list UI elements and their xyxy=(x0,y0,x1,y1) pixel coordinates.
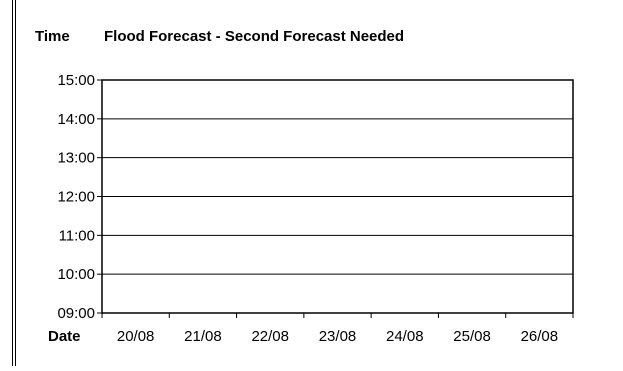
x-tick-labels: 20/08 21/08 22/08 23/08 24/08 25/08 26/08 xyxy=(101,313,574,345)
chart-title: Flood Forecast - Second Forecast Needed xyxy=(104,28,404,45)
plot-area xyxy=(101,79,574,314)
grid-lines xyxy=(102,118,573,275)
y-tick-label: 09:00 xyxy=(57,305,95,322)
y-tick-label: 12:00 xyxy=(57,189,95,206)
x-tick-label: 21/08 xyxy=(184,328,222,345)
y-tick-label: 13:00 xyxy=(57,150,95,167)
x-tick-label: 25/08 xyxy=(453,328,491,345)
y-axis-label: Time xyxy=(35,28,70,45)
y-tick-label: 11:00 xyxy=(59,227,95,244)
chart-frame: Time Flood Forecast - Second Forecast Ne… xyxy=(12,0,623,366)
x-axis-label: Date xyxy=(48,328,81,345)
y-tick-labels: 09:00 10:00 11:00 12:00 13:00 14:00 15:00 xyxy=(57,72,102,322)
x-tick-label: 23/08 xyxy=(319,328,357,345)
x-tick-label: 24/08 xyxy=(386,328,424,345)
y-tick-label: 10:00 xyxy=(57,266,95,283)
y-tick-label: 15:00 xyxy=(57,72,95,89)
y-tick-label: 14:00 xyxy=(57,111,95,128)
x-tick-label: 26/08 xyxy=(521,328,559,345)
x-tick-label: 22/08 xyxy=(251,328,289,345)
x-tick-label: 20/08 xyxy=(117,328,155,345)
flood-forecast-chart: Time Flood Forecast - Second Forecast Ne… xyxy=(12,0,574,366)
